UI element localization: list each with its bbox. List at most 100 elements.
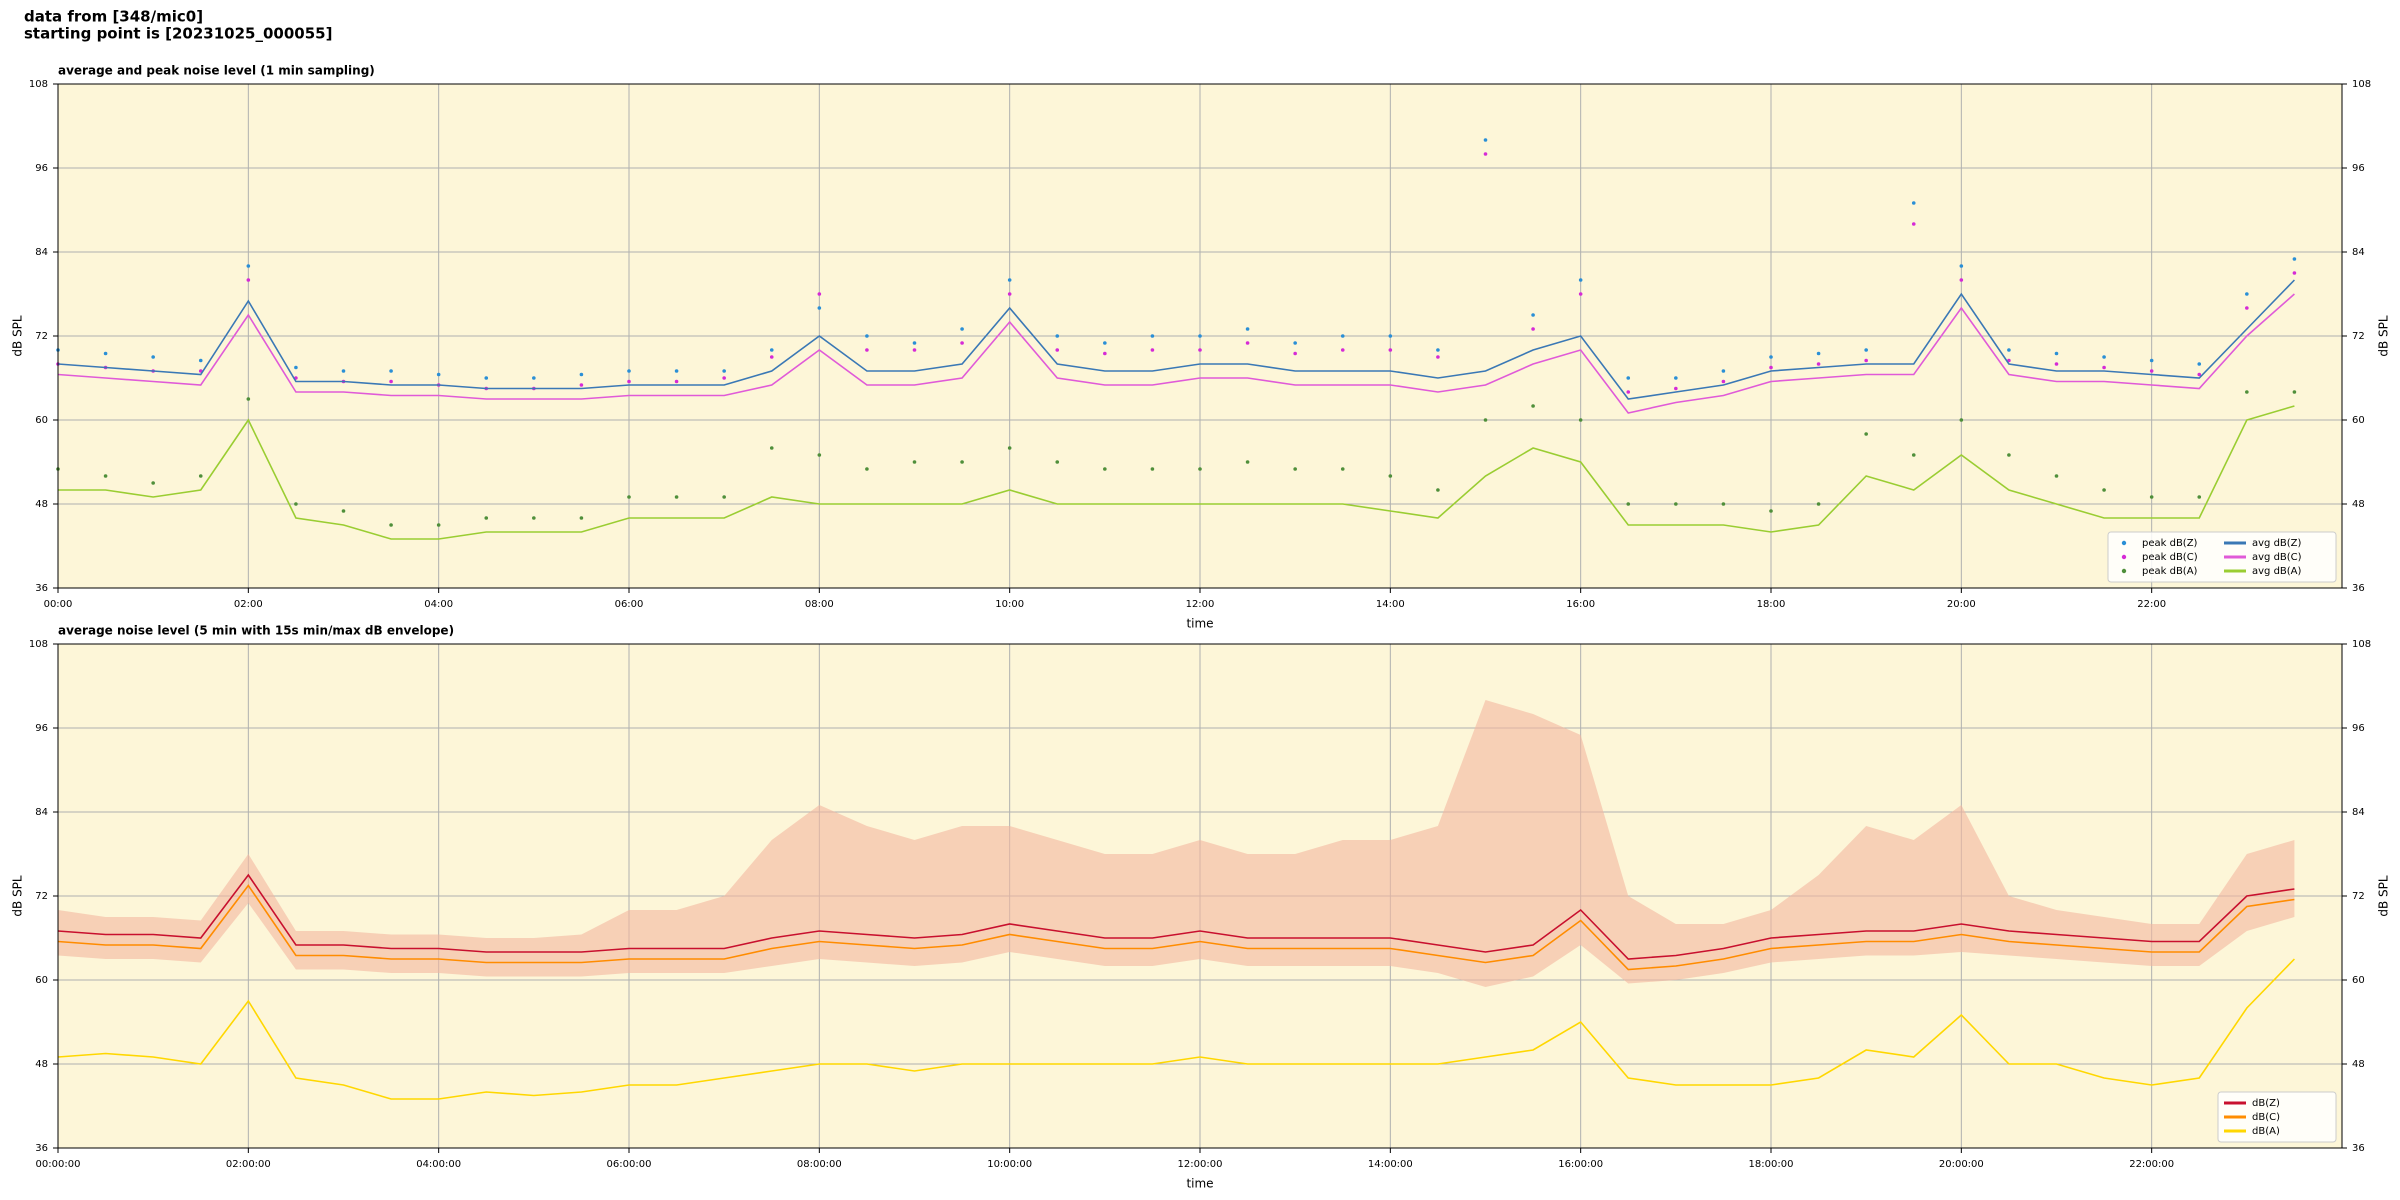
peak-dot <box>2102 355 2106 359</box>
peak-dot <box>341 509 346 513</box>
peak-dot <box>1245 327 1250 331</box>
x-tick-label: 00:00 <box>44 599 73 610</box>
y-tick-label: 60 <box>35 975 48 986</box>
x-tick-label: 18:00 <box>1757 599 1786 610</box>
peak-dot <box>722 376 726 380</box>
y-tick-label: 60 <box>35 415 48 426</box>
y-tick-label: 60 <box>2352 415 2365 426</box>
peak-dot <box>960 327 964 331</box>
peak-dot <box>1150 348 1155 352</box>
peak-dot <box>1055 334 1060 338</box>
series-line <box>57 279 2295 400</box>
peak-dot <box>1388 334 1393 338</box>
y-tick-label: 48 <box>2352 1059 2365 1070</box>
peak-dot <box>627 379 631 384</box>
peak-dot <box>2054 351 2059 356</box>
peak-dot <box>1483 152 1488 156</box>
series-line <box>57 958 2295 1100</box>
peak-dot <box>1864 432 1868 436</box>
peak-dot <box>1721 502 1726 506</box>
peak-dot <box>389 379 393 384</box>
series-line <box>57 884 2295 971</box>
peak-dot <box>722 495 726 499</box>
peak-dot <box>1959 278 1964 282</box>
peak-dot <box>674 495 679 499</box>
legend-label: avg dB(Z) <box>2252 538 2302 549</box>
y-tick-label: 72 <box>35 331 48 342</box>
series-line <box>58 405 2295 540</box>
peak-dot <box>2102 365 2106 370</box>
y-tick-label: 96 <box>35 163 48 174</box>
peak-dot <box>1198 467 1202 471</box>
peak-dot <box>579 372 584 377</box>
peak-dot <box>1769 365 1773 370</box>
peak-dot <box>674 379 679 384</box>
peak-dot <box>912 460 917 464</box>
y-tick-label: 84 <box>2352 247 2365 258</box>
peak-dot <box>1293 351 1297 356</box>
peak-dot <box>2292 271 2297 275</box>
peak-dot <box>341 369 346 373</box>
peak-dot <box>246 397 251 401</box>
y-tick-label: 108 <box>2352 639 2371 650</box>
peak-dot <box>1245 341 1250 345</box>
x-tick-label: 12:00 <box>1186 599 1215 610</box>
y-tick-label: 108 <box>2352 79 2371 90</box>
peak-dot <box>532 376 536 380</box>
y-tick-label: 96 <box>2352 163 2365 174</box>
peak-dot <box>1198 334 1202 338</box>
y-tick-label: 84 <box>35 247 48 258</box>
peak-dot <box>1483 138 1488 142</box>
peak-dot <box>294 365 298 370</box>
peak-dot <box>1483 418 1488 422</box>
y-tick-label: 48 <box>35 1059 48 1070</box>
peak-dot <box>1911 222 1916 226</box>
peak-dot <box>1103 467 1107 471</box>
legend-box <box>2107 531 2337 583</box>
chart-title: average and peak noise level (1 min samp… <box>58 64 375 78</box>
peak-dot <box>2245 390 2249 394</box>
x-tick-label: 06:00:00 <box>607 1159 652 1170</box>
peak-dot <box>484 376 489 380</box>
x-tick-label: 20:00 <box>1947 599 1976 610</box>
legend-label: avg dB(A) <box>2252 566 2302 577</box>
y-axis-label: dB SPL <box>11 875 25 917</box>
peak-dot <box>1103 341 1107 345</box>
peak-dot <box>2197 495 2202 499</box>
x-tick-label: 10:00 <box>995 599 1024 610</box>
y-axis-label: dB SPL <box>2377 315 2391 357</box>
envelope-area <box>58 700 2295 987</box>
x-tick-label: 16:00:00 <box>1558 1159 1603 1170</box>
peak-dot <box>960 341 964 345</box>
peak-dot <box>294 502 298 506</box>
peak-dot <box>1864 358 1868 363</box>
peak-dot <box>1769 509 1773 513</box>
peak-dot <box>865 348 869 352</box>
series-line <box>57 873 2295 960</box>
peak-dot <box>960 460 964 464</box>
peak-dot <box>1531 313 1535 317</box>
peak-dot <box>1626 376 1631 380</box>
peak-dot <box>1864 348 1868 352</box>
peak-dot <box>817 453 822 457</box>
legend-label: dB(Z) <box>2252 1098 2280 1109</box>
peak-dot <box>1674 386 1678 391</box>
legend-label: peak dB(A) <box>2142 566 2198 577</box>
peak-dot <box>389 523 393 527</box>
peak-dot <box>865 467 869 471</box>
peak-dot <box>769 446 774 450</box>
peak-dot <box>1150 334 1155 338</box>
peak-dot <box>1340 348 1345 352</box>
peak-dot <box>246 264 251 268</box>
y-tick-label: 84 <box>35 807 48 818</box>
peak-dot <box>1816 351 1821 356</box>
peak-dot <box>1578 418 1583 422</box>
peak-dot <box>2054 362 2059 366</box>
peak-dot <box>1436 488 1440 492</box>
peak-dot <box>1198 348 1202 352</box>
plot-frame <box>57 83 2343 589</box>
x-axis-label: time <box>1186 617 1213 631</box>
peak-dot <box>1293 467 1297 471</box>
x-tick-label: 00:00:00 <box>36 1159 81 1170</box>
peak-dot <box>722 369 726 373</box>
